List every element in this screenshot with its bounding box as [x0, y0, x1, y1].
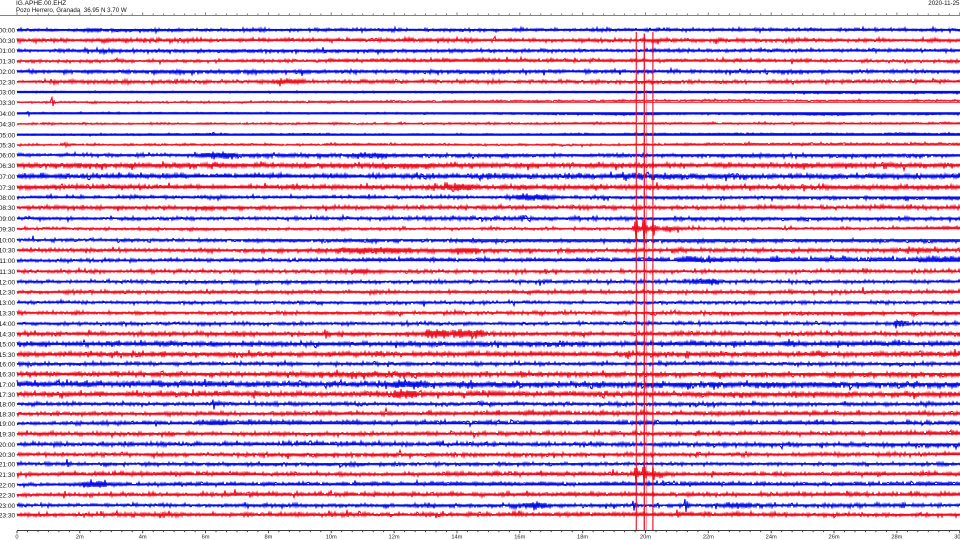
svg-text:18:30: 18:30 — [0, 411, 16, 418]
svg-text:02:30: 02:30 — [0, 79, 16, 86]
svg-text:04:30: 04:30 — [0, 122, 16, 129]
svg-text:17:00: 17:00 — [0, 382, 16, 389]
svg-text:08:30: 08:30 — [0, 205, 16, 212]
svg-text:21:30: 21:30 — [0, 472, 16, 479]
svg-text:06:30: 06:30 — [0, 163, 16, 170]
svg-text:19:00: 19:00 — [0, 421, 16, 428]
svg-text:04:00: 04:00 — [0, 111, 16, 118]
svg-text:14:30: 14:30 — [0, 331, 16, 338]
svg-text:18m: 18m — [577, 535, 588, 540]
svg-text:10:00: 10:00 — [0, 238, 16, 245]
svg-text:01:30: 01:30 — [0, 59, 16, 66]
svg-text:16:00: 16:00 — [0, 362, 16, 369]
svg-text:18:00: 18:00 — [0, 402, 16, 409]
svg-text:03:00: 03:00 — [0, 90, 16, 97]
svg-text:10:30: 10:30 — [0, 248, 16, 255]
svg-text:00:30: 00:30 — [0, 38, 16, 45]
svg-text:2m: 2m — [76, 535, 84, 540]
svg-text:17:30: 17:30 — [0, 392, 16, 399]
svg-text:6m: 6m — [202, 535, 210, 540]
svg-text:22m: 22m — [703, 535, 714, 540]
svg-text:06:00: 06:00 — [0, 153, 16, 160]
svg-text:23:30: 23:30 — [0, 512, 16, 519]
svg-text:09:30: 09:30 — [0, 226, 16, 233]
svg-text:12:00: 12:00 — [0, 279, 16, 286]
svg-text:2020-11-25: 2020-11-25 — [928, 0, 960, 7]
svg-text:4m: 4m — [139, 535, 147, 540]
svg-text:19:30: 19:30 — [0, 431, 16, 438]
svg-text:10m: 10m — [326, 535, 337, 540]
svg-text:23:00: 23:00 — [0, 503, 16, 510]
svg-text:05:30: 05:30 — [0, 143, 16, 150]
svg-text:13:30: 13:30 — [0, 310, 16, 317]
svg-text:12:30: 12:30 — [0, 290, 16, 297]
svg-text:16:30: 16:30 — [0, 372, 16, 379]
svg-text:21:00: 21:00 — [0, 461, 16, 468]
svg-text:07:30: 07:30 — [0, 185, 16, 192]
svg-text:11:30: 11:30 — [0, 269, 16, 276]
svg-text:Pozo Herrero, Granada 36.95 N: Pozo Herrero, Granada 36.95 N 3.70 W — [16, 7, 127, 14]
svg-text:0: 0 — [15, 535, 18, 540]
svg-text:01:00: 01:00 — [0, 48, 16, 55]
svg-text:14:00: 14:00 — [0, 321, 16, 328]
svg-text:22:30: 22:30 — [0, 493, 16, 500]
svg-text:12m: 12m — [389, 535, 400, 540]
svg-text:14m: 14m — [451, 535, 462, 540]
svg-text:20m: 20m — [640, 535, 651, 540]
svg-text:08:00: 08:00 — [0, 195, 16, 202]
svg-text:13:00: 13:00 — [0, 300, 16, 307]
svg-text:8m: 8m — [264, 535, 272, 540]
svg-text:IG.APHE.00.EHZ: IG.APHE.00.EHZ — [16, 0, 66, 7]
svg-text:22:00: 22:00 — [0, 482, 16, 489]
svg-text:15:00: 15:00 — [0, 342, 16, 349]
svg-text:09:00: 09:00 — [0, 216, 16, 223]
svg-text:30m: 30m — [954, 535, 960, 540]
svg-text:03:30: 03:30 — [0, 100, 16, 107]
svg-text:02:00: 02:00 — [0, 69, 16, 76]
svg-text:15:30: 15:30 — [0, 352, 16, 359]
svg-text:07:00: 07:00 — [0, 174, 16, 181]
svg-text:16m: 16m — [514, 535, 525, 540]
svg-text:20:00: 20:00 — [0, 442, 16, 449]
svg-text:00:00: 00:00 — [0, 28, 16, 35]
svg-text:24m: 24m — [766, 535, 777, 540]
svg-text:26m: 26m — [829, 535, 840, 540]
svg-text:20:30: 20:30 — [0, 452, 16, 459]
svg-text:28m: 28m — [891, 535, 902, 540]
svg-text:11:00: 11:00 — [0, 258, 16, 265]
svg-text:05:00: 05:00 — [0, 132, 16, 139]
